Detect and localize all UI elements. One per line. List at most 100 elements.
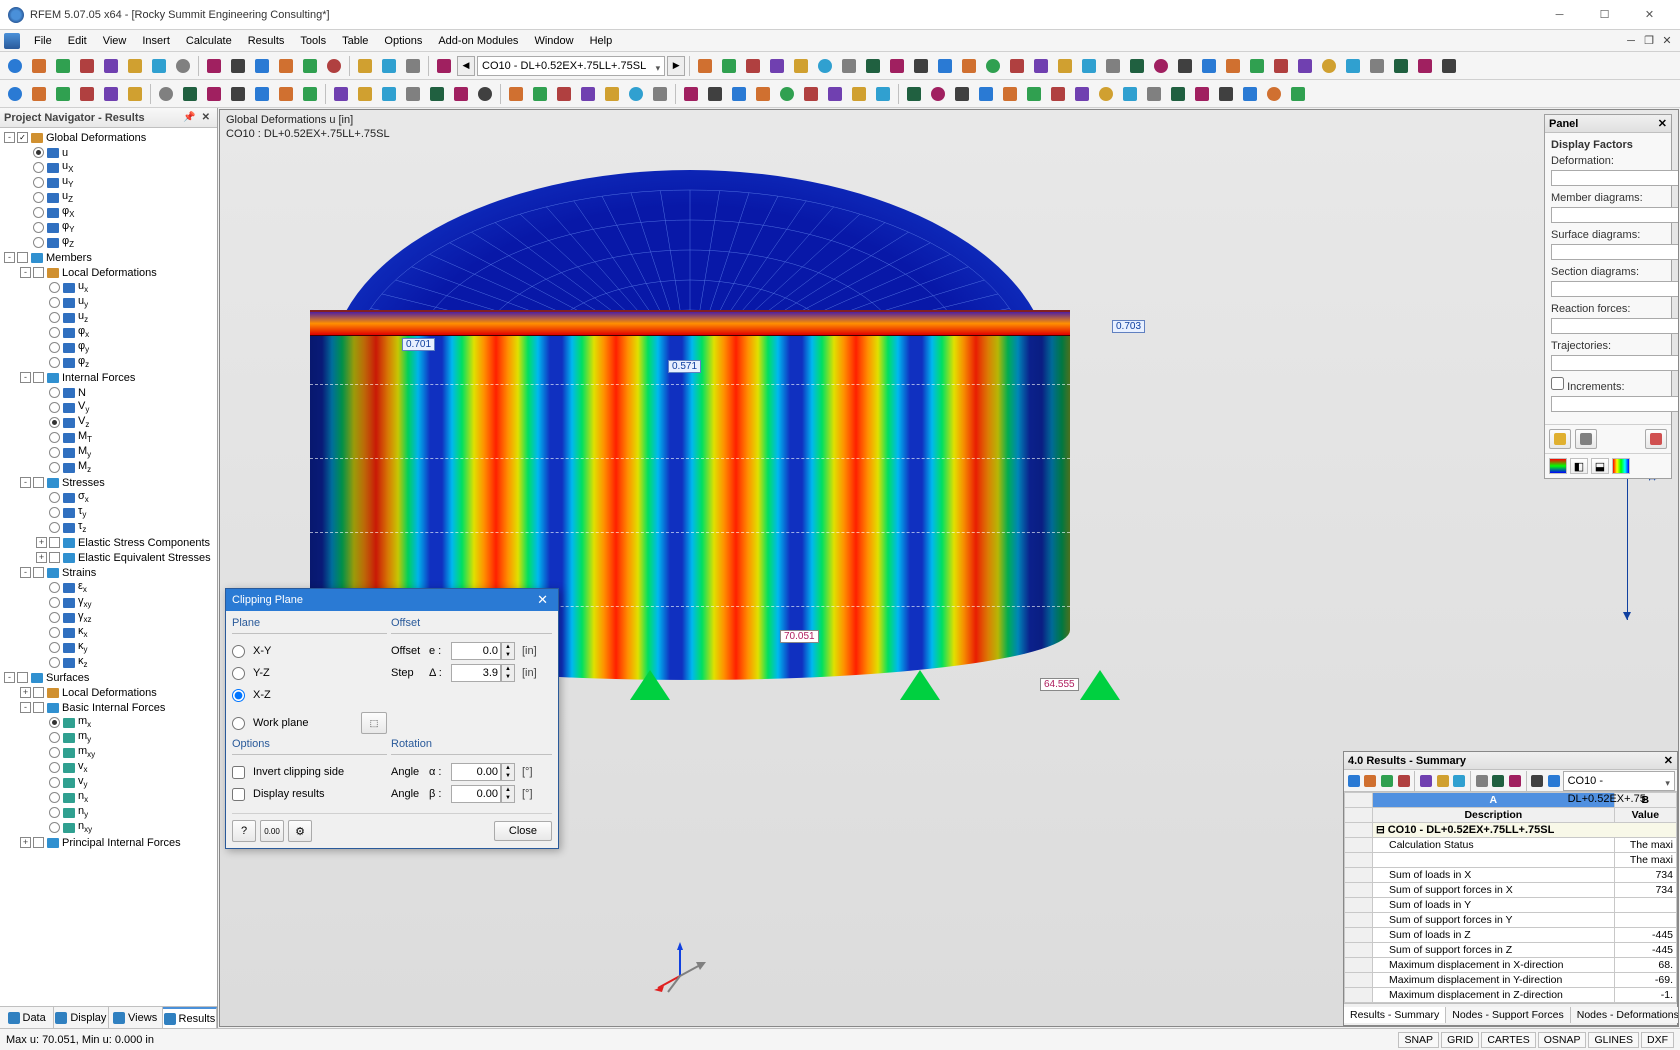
nav-tab-display[interactable]: Display (54, 1007, 108, 1028)
toolbar-btn-tb2-47[interactable] (1047, 83, 1069, 105)
tree-row-19[interactable]: Vz (0, 415, 217, 430)
tree-radio[interactable] (49, 447, 60, 458)
toolbar-btn-tb1-49[interactable] (1318, 55, 1340, 77)
toolbar-btn-tb2-39[interactable] (872, 83, 894, 105)
toolbar-btn-tb2-54[interactable] (1215, 83, 1237, 105)
toolbar-btn-tb2-43[interactable] (951, 83, 973, 105)
navigator-tree[interactable]: -✓Global DeformationsuuXuYuZφXφYφZ-Membe… (0, 128, 217, 1006)
results-row[interactable]: Maximum displacement in Y-direction-69. (1345, 973, 1677, 988)
dialog-close-icon[interactable]: ✕ (533, 592, 552, 608)
toolbar-btn-tb2-44[interactable] (975, 83, 997, 105)
toolbar-btn-tb2-33[interactable] (728, 83, 750, 105)
tree-row-9[interactable]: -Local Deformations (0, 265, 217, 280)
tree-row-31[interactable]: γxy (0, 595, 217, 610)
dialog-titlebar[interactable]: Clipping Plane ✕ (226, 589, 558, 611)
results-row[interactable]: Sum of support forces in Z-445 (1345, 943, 1677, 958)
toolbar-btn-tb2-28[interactable] (625, 83, 647, 105)
tree-radio[interactable] (49, 507, 60, 518)
status-glines[interactable]: GLINES (1588, 1032, 1639, 1048)
tree-radio[interactable] (49, 492, 60, 503)
results-row[interactable]: Sum of loads in Z-445 (1345, 928, 1677, 943)
panel-section-input[interactable]: ▲▼ (1551, 281, 1665, 297)
dialog-help-button[interactable]: ? (232, 820, 256, 842)
panel-incr-checkbox[interactable] (1551, 377, 1564, 390)
navigator-pin-icon[interactable]: 📌 (180, 112, 198, 123)
toolbar-btn-tb1-2[interactable] (52, 55, 74, 77)
combo-prev[interactable]: ◀ (457, 56, 475, 76)
toolbar-btn-tb1-52[interactable] (1390, 55, 1412, 77)
tree-radio[interactable] (49, 402, 60, 413)
tree-row-25[interactable]: τy (0, 505, 217, 520)
tree-row-47[interactable]: +Principal Internal Forces (0, 835, 217, 850)
menu-window[interactable]: Window (526, 32, 581, 50)
results-tb-btn-4[interactable] (1418, 771, 1434, 791)
tree-row-17[interactable]: N (0, 385, 217, 400)
toolbar-btn-tb2-4[interactable] (100, 83, 122, 105)
toolbar-btn-tb2-27[interactable] (601, 83, 623, 105)
tree-checkbox[interactable] (33, 567, 44, 578)
radio-workplane[interactable] (232, 717, 245, 730)
tree-row-15[interactable]: φz (0, 355, 217, 370)
toolbar-btn-tb2-11[interactable] (251, 83, 273, 105)
tree-row-14[interactable]: φy (0, 340, 217, 355)
results-close-icon[interactable]: ✕ (1664, 754, 1673, 767)
status-grid[interactable]: GRID (1441, 1032, 1479, 1048)
panel-traj-input[interactable]: ▲▼ (1551, 355, 1665, 371)
tree-radio[interactable] (49, 282, 60, 293)
results-tb-btn-1[interactable] (1363, 771, 1379, 791)
toolbar-btn-tb1-38[interactable] (1054, 55, 1076, 77)
panel-strip-4[interactable] (1612, 458, 1630, 474)
tree-radio[interactable] (33, 177, 44, 188)
toolbar-btn-tb1-34[interactable] (958, 55, 980, 77)
menu-add-on-modules[interactable]: Add-on Modules (430, 32, 526, 50)
tree-radio[interactable] (49, 432, 60, 443)
toolbar-btn-tb2-45[interactable] (999, 83, 1021, 105)
toolbar-btn-tb2-18[interactable] (402, 83, 424, 105)
toolbar-btn-tb1-42[interactable] (1150, 55, 1172, 77)
menu-help[interactable]: Help (582, 32, 621, 50)
toolbar-btn-tb1-27[interactable] (790, 55, 812, 77)
tree-radio[interactable] (49, 357, 60, 368)
menu-calculate[interactable]: Calculate (178, 32, 240, 50)
tree-radio[interactable] (49, 627, 60, 638)
tree-radio[interactable] (49, 642, 60, 653)
toolbar-btn-tb1-30[interactable] (862, 55, 884, 77)
panel-member-input[interactable]: ▲▼ (1551, 207, 1665, 223)
menu-edit[interactable]: Edit (60, 32, 95, 50)
tree-row-8[interactable]: -Members (0, 250, 217, 265)
toolbar-btn-tb2-9[interactable] (203, 83, 225, 105)
toolbar-btn-tb1-16[interactable] (354, 55, 376, 77)
results-tb-btn-11[interactable] (1546, 771, 1562, 791)
tree-checkbox[interactable] (33, 372, 44, 383)
tree-radio[interactable] (49, 657, 60, 668)
panel-surface-input[interactable]: ▲▼ (1551, 244, 1665, 260)
toolbar-btn-tb1-23[interactable] (694, 55, 716, 77)
panel-btn-3[interactable] (1645, 429, 1667, 449)
tree-checkbox[interactable] (49, 552, 60, 563)
tree-toggle[interactable]: + (20, 837, 31, 848)
tree-radio[interactable] (49, 387, 60, 398)
tree-radio[interactable] (49, 747, 60, 758)
results-row[interactable]: Maximum displacement in Z-direction-1. (1345, 988, 1677, 1003)
tree-radio[interactable] (49, 762, 60, 773)
toolbar-btn-tb1-26[interactable] (766, 55, 788, 77)
checkbox-invert[interactable] (232, 766, 245, 779)
tree-radio[interactable] (49, 582, 60, 593)
toolbar-btn-tb1-6[interactable] (148, 55, 170, 77)
tree-radio[interactable] (49, 417, 60, 428)
tree-row-33[interactable]: κx (0, 625, 217, 640)
mdi-restore-icon[interactable]: ❐ (1640, 34, 1658, 47)
toolbar-btn-tb2-57[interactable] (1287, 83, 1309, 105)
toolbar-btn-tb2-26[interactable] (577, 83, 599, 105)
toolbar-btn-tb1-45[interactable] (1222, 55, 1244, 77)
toolbar-btn-tb2-42[interactable] (927, 83, 949, 105)
status-osnap[interactable]: OSNAP (1538, 1032, 1587, 1048)
tree-row-22[interactable]: Mz (0, 460, 217, 475)
panel-deformation-input[interactable]: ▲▼ (1551, 170, 1665, 186)
toolbar-btn-tb2-55[interactable] (1239, 83, 1261, 105)
tree-radio[interactable] (49, 462, 60, 473)
toolbar-btn-tb1-10[interactable] (227, 55, 249, 77)
tree-checkbox[interactable] (49, 537, 60, 548)
toolbar-btn-tb2-41[interactable] (903, 83, 925, 105)
loadcase-combo[interactable]: CO10 - DL+0.52EX+.75LL+.75SL (477, 56, 665, 76)
